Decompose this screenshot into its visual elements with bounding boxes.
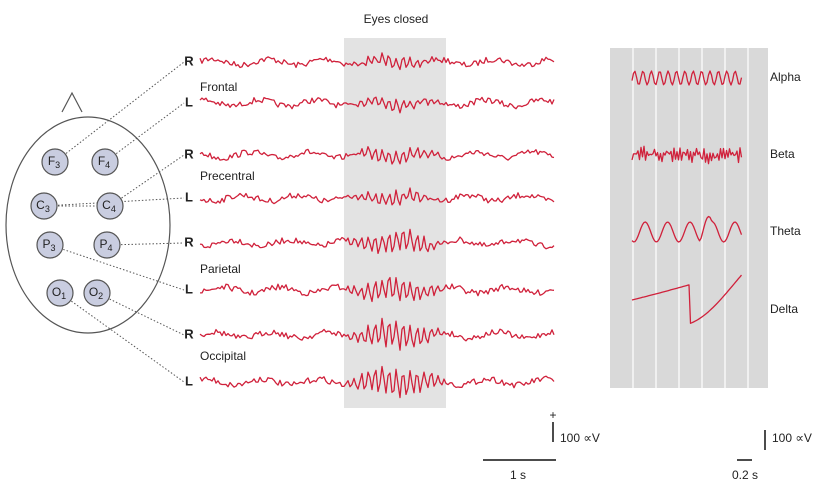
eyes-closed-band (344, 38, 446, 408)
electrode-letter: P (42, 237, 50, 251)
time-label: 1 s (510, 468, 526, 482)
time-label: 0.2 s (732, 468, 758, 482)
band-label: Delta (770, 302, 798, 316)
electrode-letter: O (52, 285, 61, 299)
region-label: Occipital (200, 349, 246, 363)
electrode-sub: 4 (105, 160, 110, 170)
electrode-sub: 3 (51, 243, 56, 253)
side-label: L (185, 94, 193, 109)
side-label: R (184, 234, 194, 249)
electrode-sub: 3 (45, 204, 50, 214)
inset-panel (610, 48, 768, 388)
side-label: R (184, 146, 194, 161)
side-label: L (185, 189, 193, 204)
electrode-sub: 1 (61, 291, 66, 301)
side-label: R (184, 53, 194, 68)
amp-label: 100 ∝V (560, 431, 600, 445)
region-label: Parietal (200, 262, 241, 276)
side-label: R (184, 326, 194, 341)
plus-sign: + (549, 408, 556, 422)
side-label: L (185, 281, 193, 296)
electrode-sub: 3 (55, 160, 60, 170)
amp-label: 100 ∝V (772, 431, 812, 445)
region-label: Precentral (200, 169, 255, 183)
region-label: Frontal (200, 80, 237, 94)
electrode-sub: 4 (108, 243, 113, 253)
side-label: L (185, 373, 193, 388)
band-label: Theta (770, 224, 801, 238)
eeg-figure: Eyes closed F3F4C3C4P3P4O1O2RLRLRLRLFron… (0, 0, 814, 483)
band-label: Beta (770, 147, 795, 161)
electrode-letter: F (48, 154, 55, 168)
electrode-letter: C (102, 198, 111, 212)
electrode-letter: F (98, 154, 105, 168)
electrode-letter: C (36, 198, 45, 212)
electrode-letter: P (99, 237, 107, 251)
title: Eyes closed (364, 12, 429, 26)
band-label: Alpha (770, 70, 801, 84)
electrode-sub: 2 (98, 291, 103, 301)
nose (62, 93, 82, 112)
electrode-sub: 4 (111, 204, 116, 214)
electrode-letter: O (89, 285, 98, 299)
